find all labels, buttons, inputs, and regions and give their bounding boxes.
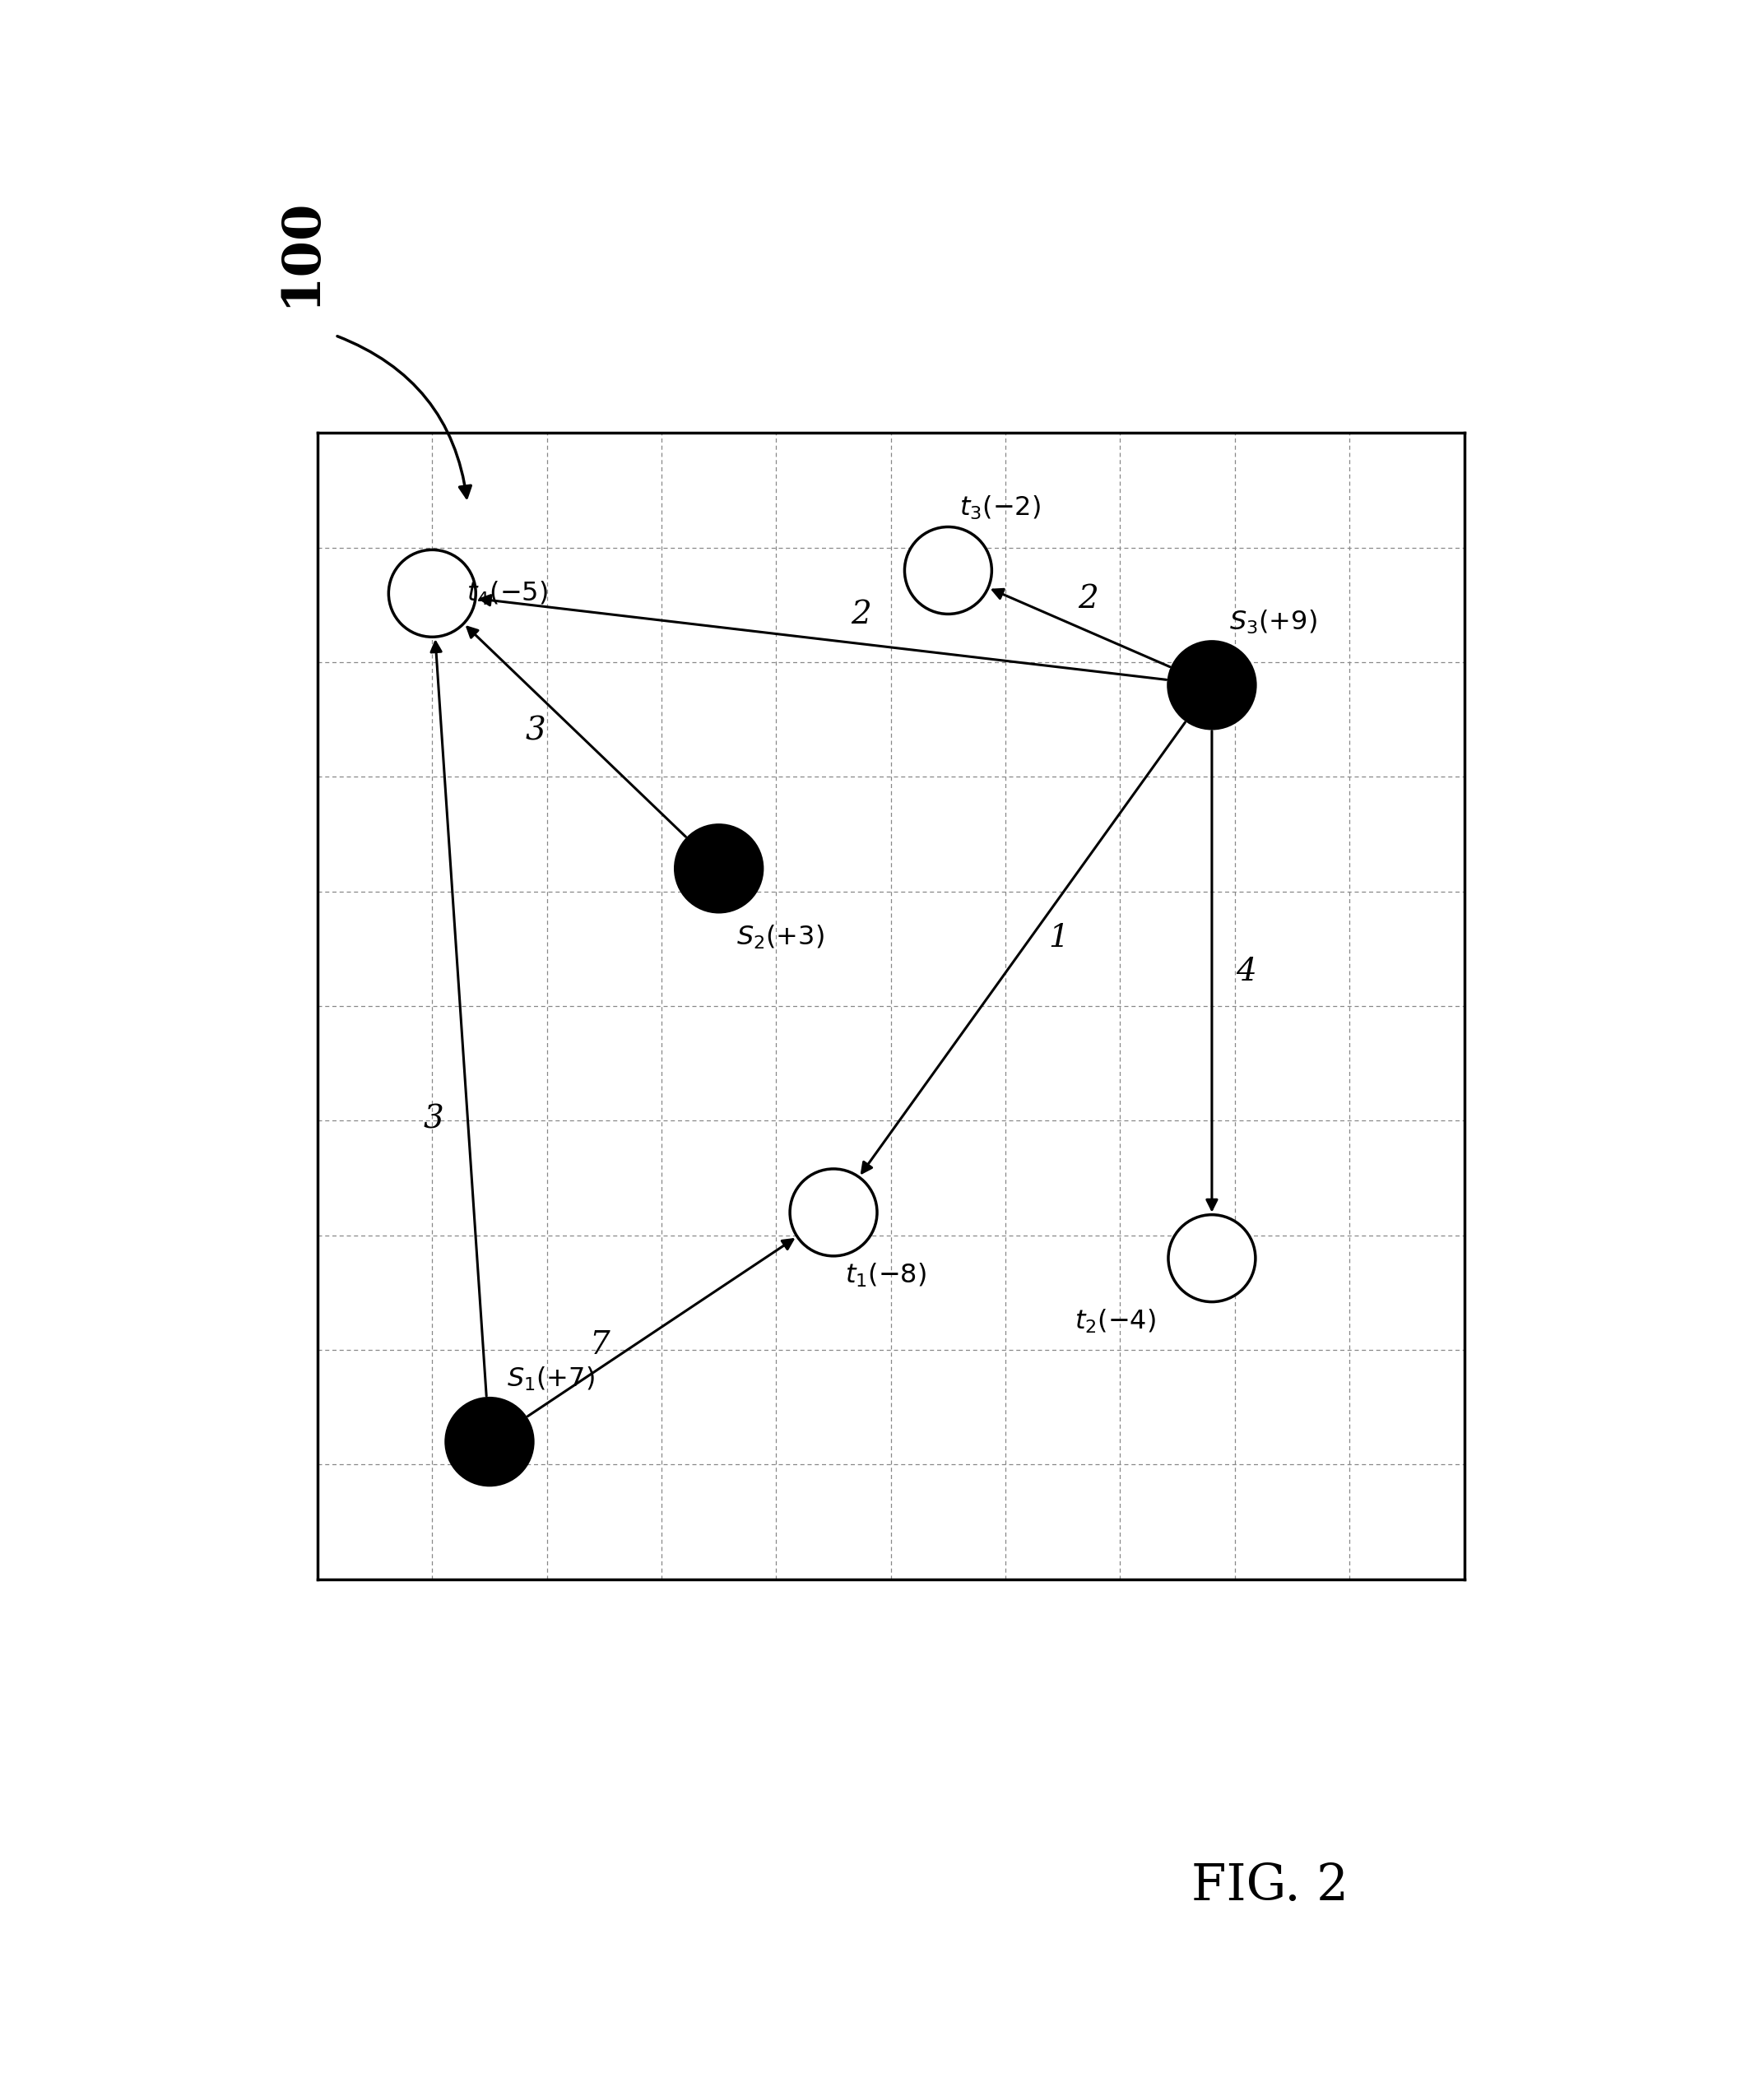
Text: 100: 100 xyxy=(275,197,325,306)
Text: FIG. 2: FIG. 2 xyxy=(1191,1861,1349,1912)
Text: $t_3(-2)$: $t_3(-2)$ xyxy=(960,495,1041,522)
Circle shape xyxy=(905,526,991,614)
Text: $t_4(-5)$: $t_4(-5)$ xyxy=(466,581,549,608)
Circle shape xyxy=(446,1398,533,1486)
Circle shape xyxy=(1168,641,1256,729)
Text: $t_2(-4)$: $t_2(-4)$ xyxy=(1074,1308,1155,1335)
Text: 3: 3 xyxy=(423,1105,443,1134)
Text: $S_2(+3)$: $S_2(+3)$ xyxy=(736,924,824,952)
Text: $S_1(+7)$: $S_1(+7)$ xyxy=(506,1364,594,1392)
Circle shape xyxy=(676,826,762,912)
Text: 7: 7 xyxy=(589,1331,610,1360)
Circle shape xyxy=(388,549,476,637)
Circle shape xyxy=(1168,1216,1256,1302)
Text: 2: 2 xyxy=(1078,585,1099,614)
Text: $t_1(-8)$: $t_1(-8)$ xyxy=(845,1262,926,1289)
Circle shape xyxy=(790,1170,877,1256)
Text: $S_3(+9)$: $S_3(+9)$ xyxy=(1230,608,1318,635)
Text: 2: 2 xyxy=(850,599,871,631)
Text: 1: 1 xyxy=(1050,922,1069,954)
Text: 4: 4 xyxy=(1237,956,1256,987)
Text: 3: 3 xyxy=(526,715,545,746)
